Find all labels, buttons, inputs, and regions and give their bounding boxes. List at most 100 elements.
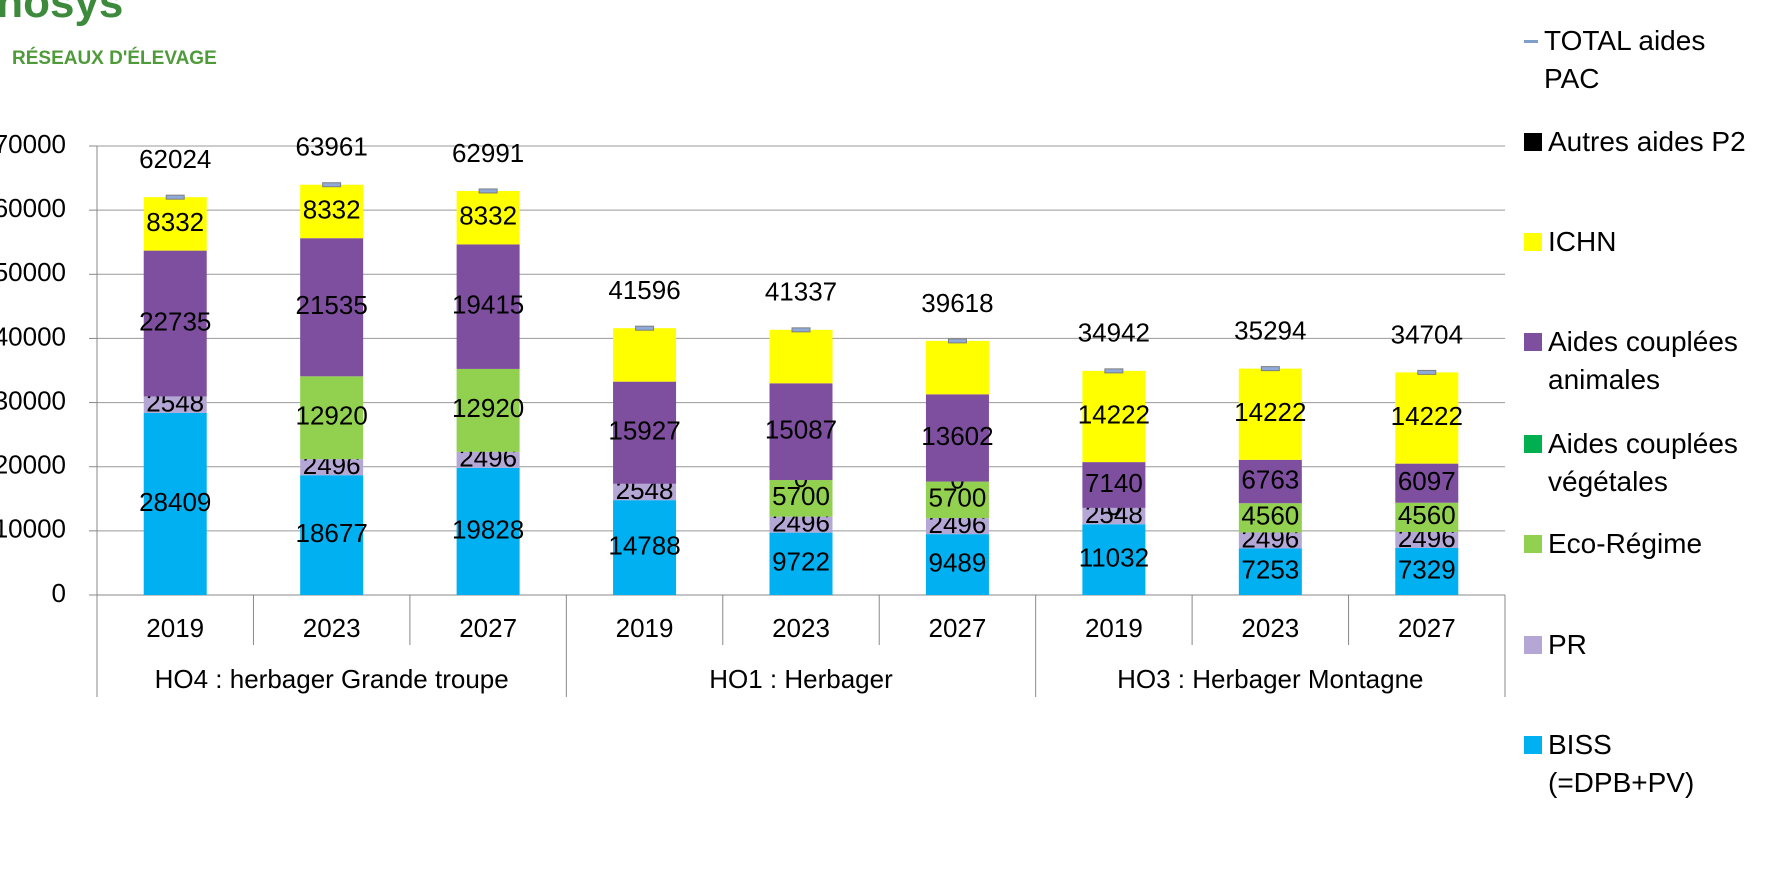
data-label: 15087 [765,415,837,445]
data-label: 4560 [1241,501,1299,531]
data-label: 5700 [772,481,830,511]
data-label: 12920 [296,401,368,431]
bar-segment [1238,532,1302,549]
data-label: 8332 [459,201,517,231]
total-label: 41596 [608,275,680,305]
data-label: 6097 [1398,466,1456,496]
group-label: HO3 : Herbager Montagne [1117,664,1423,694]
legend-swatch [1524,333,1542,351]
bar-segment [1082,462,1146,508]
legend-swatch [1524,40,1538,43]
data-label: 6763 [1241,464,1299,494]
logo-name: Inosys [0,0,124,27]
data-label: 7329 [1398,554,1456,584]
legend-label: PR [1548,629,1587,660]
bar-segment [769,480,833,517]
y-tick-label: 60000 [0,193,66,223]
bar-segment [300,376,364,460]
bar-segment [143,412,207,595]
bar-segment [1395,531,1459,548]
bar-segment [1395,502,1459,532]
total-marker [1260,366,1280,372]
bar-segment [300,238,364,377]
data-label: 28409 [139,487,211,517]
bar-segment [143,250,207,397]
total-marker [322,182,342,188]
total-marker [165,194,185,200]
data-label: 8332 [303,194,361,224]
bar-segment [300,475,364,595]
bar-segment [456,244,520,369]
bar-segment [143,197,207,251]
data-label: 8332 [146,207,204,237]
bar-segment [1395,547,1459,595]
bar-segment [925,518,989,535]
legend-entry: Aides couplées végétales [1524,425,1760,501]
bar-segment [1395,372,1459,464]
data-label: 22735 [139,306,211,336]
bar-segment [925,534,989,595]
legend-entry: Aides couplées animales [1524,323,1760,399]
legend-swatch [1524,636,1542,654]
data-label: 13602 [921,421,993,451]
data-label: 12920 [452,393,524,423]
total-label: 63961 [296,132,368,162]
bar-segment [925,340,989,395]
legend-label: Autres aides P2 [1548,126,1746,157]
total-marker [635,325,655,331]
total-marker [1104,368,1124,374]
total-marker [478,188,498,194]
data-label: 19828 [452,514,524,544]
x-tick-label: 2027 [459,613,517,643]
data-label: 14788 [608,530,680,560]
total-label: 62024 [139,144,211,174]
bar-segment [769,516,833,533]
data-label: 15927 [608,416,680,446]
legend-swatch [1524,736,1542,754]
legend-entry: TOTAL aides PAC [1524,22,1760,98]
bar-segment [300,459,364,476]
data-label: 4560 [1398,500,1456,530]
logo-sub: RÉSEAUX D'ÉLEVAGE [12,48,217,69]
bar-segment [613,483,677,501]
bar-segment [613,500,677,595]
total-label: 39618 [921,288,993,318]
total-marker [1417,369,1437,375]
legend-label: TOTAL aides PAC [1544,25,1706,94]
x-tick-label: 2023 [1241,613,1299,643]
group-label: HO4 : herbager Grande troupe [155,664,509,694]
y-tick-label: 20000 [0,450,66,480]
bar-segment [1238,548,1302,595]
bar-segment [1082,370,1146,463]
bar-segment [1395,463,1459,503]
data-label: 14222 [1234,397,1306,427]
legend-swatch [1524,435,1542,453]
data-label: 9722 [772,547,830,577]
bar-segment [1238,503,1302,533]
data-label: 19415 [452,290,524,320]
bar-segment [300,184,364,239]
data-label: 14222 [1391,401,1463,431]
legend-label: Eco-Régime [1548,528,1703,559]
bar-segment [613,328,677,382]
y-tick-label: 0 [52,578,66,608]
y-tick-label: 10000 [0,514,66,544]
bar-segment [613,381,677,484]
bar-segment [143,396,207,413]
bar-segment [769,532,833,595]
total-label: 35294 [1234,315,1306,345]
x-tick-label: 2019 [1085,613,1143,643]
y-tick-label: 40000 [0,321,66,351]
data-label: 7140 [1085,468,1143,498]
legend-label: ICHN [1548,226,1617,257]
legend-entry: Eco-Régime [1524,525,1760,563]
legend-swatch [1524,133,1542,151]
data-label: 11032 [1079,542,1149,572]
bar-segment [1082,524,1146,595]
total-label: 41337 [765,277,837,307]
legend-entry: Autres aides P2 [1524,123,1760,161]
legend-swatch [1524,535,1542,553]
x-tick-label: 2023 [303,613,361,643]
data-label: 14222 [1078,399,1150,429]
